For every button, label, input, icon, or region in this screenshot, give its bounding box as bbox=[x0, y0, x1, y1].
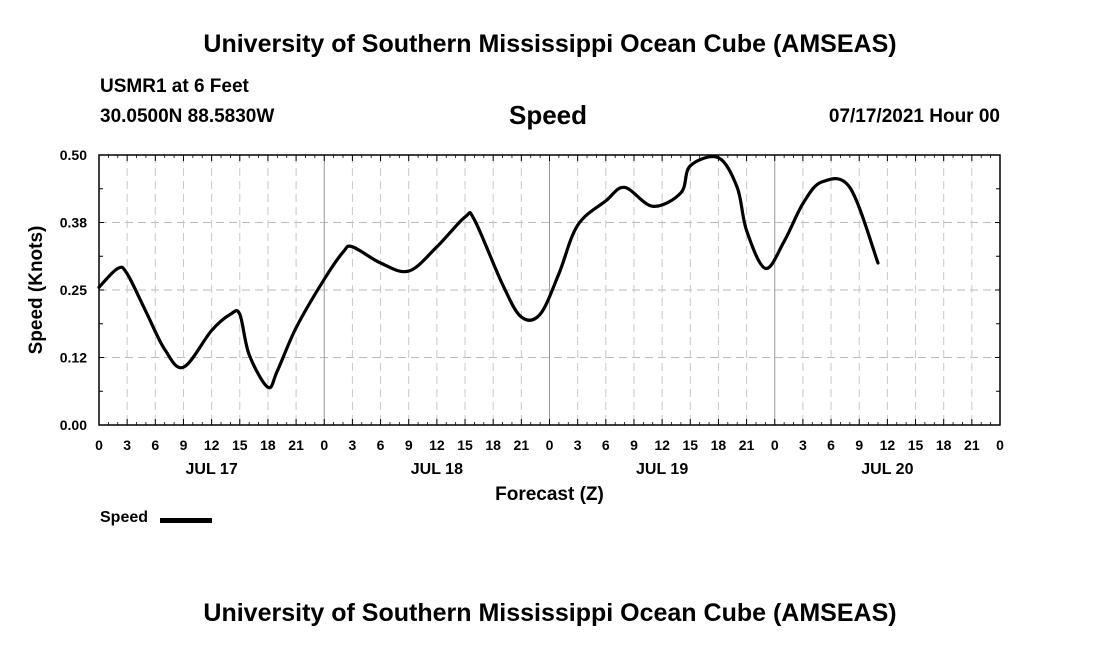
x-tick-label: 6 bbox=[151, 437, 159, 453]
x-tick-label: 9 bbox=[630, 437, 638, 453]
y-axis-label: Speed (Knots) bbox=[26, 226, 47, 355]
x-tick-label: 6 bbox=[602, 437, 610, 453]
x-tick-label: 0 bbox=[546, 437, 554, 453]
y-tick-label: 0.12 bbox=[60, 350, 87, 366]
x-tick-label: 3 bbox=[574, 437, 582, 453]
x-tick-label: 18 bbox=[936, 437, 952, 453]
x-tick-label: 18 bbox=[711, 437, 727, 453]
y-tick-label: 0.00 bbox=[60, 417, 87, 433]
y-tick-label: 0.50 bbox=[60, 147, 87, 163]
x-tick-label: 3 bbox=[123, 437, 131, 453]
x-tick-label: 18 bbox=[260, 437, 276, 453]
x-day-label: JUL 18 bbox=[411, 461, 463, 478]
x-tick-label: 15 bbox=[232, 437, 248, 453]
x-day-label: JUL 19 bbox=[636, 461, 688, 478]
coordinates-label: 30.0500N 88.5830W bbox=[100, 106, 275, 127]
x-tick-label: 9 bbox=[180, 437, 188, 453]
parameter-title: Speed bbox=[509, 100, 588, 130]
x-tick-label: 21 bbox=[964, 437, 980, 453]
footer-title: University of Southern Mississippi Ocean… bbox=[203, 599, 897, 627]
x-tick-label: 21 bbox=[514, 437, 530, 453]
legend-label: Speed bbox=[100, 509, 149, 526]
x-tick-label: 9 bbox=[855, 437, 863, 453]
x-tick-label: 0 bbox=[320, 437, 328, 453]
x-tick-label: 21 bbox=[288, 437, 304, 453]
chart-grid bbox=[99, 155, 1000, 425]
x-tick-label: 15 bbox=[908, 437, 924, 453]
x-tick-label: 12 bbox=[654, 437, 670, 453]
x-tick-label: 3 bbox=[349, 437, 357, 453]
x-tick-label: 12 bbox=[204, 437, 220, 453]
x-tick-label: 12 bbox=[429, 437, 445, 453]
speed-series-line bbox=[97, 155, 880, 390]
y-tick-label: 0.38 bbox=[60, 215, 87, 231]
plot-frame bbox=[98, 154, 1001, 426]
x-tick-label: 18 bbox=[485, 437, 501, 453]
x-axis-label: Forecast (Z) bbox=[495, 484, 604, 505]
x-tick-label: 21 bbox=[739, 437, 755, 453]
x-day-label: JUL 17 bbox=[186, 461, 238, 478]
x-tick-label: 9 bbox=[405, 437, 413, 453]
x-tick-label: 15 bbox=[682, 437, 698, 453]
x-tick-label: 6 bbox=[827, 437, 835, 453]
x-tick-label: 6 bbox=[377, 437, 385, 453]
y-tick-label: 0.25 bbox=[60, 282, 87, 298]
legend-line-swatch bbox=[160, 518, 212, 523]
x-day-label: JUL 20 bbox=[861, 461, 913, 478]
x-tick-label: 3 bbox=[799, 437, 807, 453]
forecast-datetime: 07/17/2021 Hour 00 bbox=[828, 106, 1000, 127]
x-tick-label: 0 bbox=[95, 437, 103, 453]
x-tick-label: 0 bbox=[771, 437, 779, 453]
station-label: USMR1 at 6 Feet bbox=[100, 76, 249, 97]
x-tick-label: 15 bbox=[457, 437, 473, 453]
x-tick-label: 0 bbox=[996, 437, 1004, 453]
chart-labels: 0.00 0.12 0.25 0.38 0.50 0 3 6 9 12 15 18 21 0 3 6 9 12 15… bbox=[60, 147, 1004, 478]
page-title: University of Southern Mississippi Ocean… bbox=[203, 30, 897, 58]
x-tick-label: 12 bbox=[880, 437, 896, 453]
